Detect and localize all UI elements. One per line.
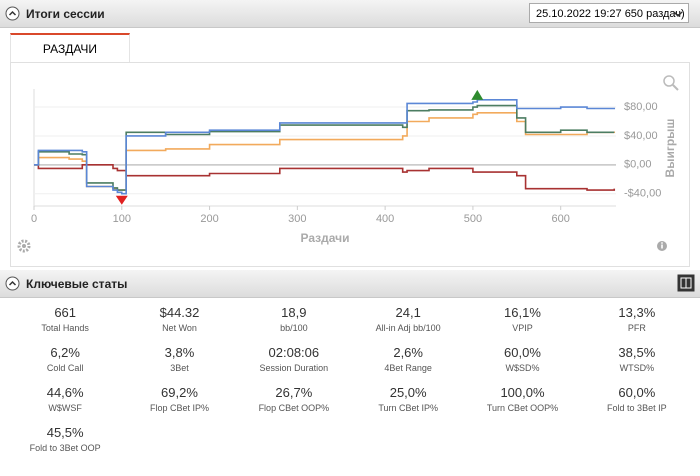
chart-panel: Раздачи Выигрыш -$40,00 $0,00 $40,00 $80,00… <box>10 62 690 267</box>
series-line <box>34 164 616 191</box>
stat-label: Session Duration <box>259 363 329 373</box>
stat-label: Turn CBet OOP% <box>486 403 559 413</box>
x-tick-label: 400 <box>376 213 394 225</box>
stat-value: 2,6% <box>393 345 423 360</box>
stat-label: VPIP <box>512 323 533 333</box>
session-header: Итоги сессии 25.10.2022 19:27 650 раздач… <box>0 0 700 28</box>
stat: 60,0% W$SD% <box>465 345 579 373</box>
stats-title: Ключевые статы <box>26 277 128 291</box>
stat: 18,9 bb/100 <box>237 305 351 333</box>
stat-value: 26,7% <box>275 385 313 400</box>
chart: Раздачи Выигрыш -$40,00 $0,00 $40,00 $80,00… <box>17 75 679 253</box>
series-line <box>34 99 616 195</box>
stat-value: 60,0% <box>618 385 656 400</box>
stat: 13,3% PFR <box>580 305 694 333</box>
stat: 16,1% VPIP <box>465 305 579 333</box>
x-tick-label: 0 <box>31 213 37 225</box>
stat-value: 60,0% <box>504 345 541 360</box>
stat: 45,5% Fold to 3Bet OOP <box>8 425 122 453</box>
x-tick-label: 300 <box>288 213 306 225</box>
stat-label: All-in Adj bb/100 <box>375 323 441 333</box>
stat: 661 Total Hands <box>8 305 122 333</box>
stat-value: 100,0% <box>500 385 545 400</box>
y-tick-label: $40,00 <box>624 130 658 142</box>
stat: 24,1 All-in Adj bb/100 <box>351 305 465 333</box>
stat-value: 13,3% <box>618 305 656 320</box>
settings-icon[interactable] <box>17 239 31 253</box>
x-axis-title: Раздачи <box>301 231 350 245</box>
stat: 6,2% Cold Call <box>8 345 122 373</box>
stat-label: Turn CBet IP% <box>378 403 438 413</box>
stat-value: 45,5% <box>46 425 84 440</box>
stat-label: Net Won <box>162 323 197 333</box>
zoom-icon[interactable] <box>663 75 679 91</box>
stat-value: 02:08:06 <box>268 345 320 360</box>
stat-value: 6,2% <box>50 345 80 360</box>
y-tick-label: $0,00 <box>624 159 652 171</box>
stat-label: 4Bet Range <box>384 363 432 373</box>
dropdown-arrow <box>673 11 683 17</box>
tab[interactable]: РАЗДАЧИ <box>10 33 130 62</box>
session-dropdown[interactable]: 25.10.2022 19:27 650 раздач) <box>529 3 689 23</box>
stat: 2,6% 4Bet Range <box>351 345 465 373</box>
session-label: 25.10.2022 19:27 650 раздач) <box>536 8 685 20</box>
stat-label: W$SD% <box>505 363 540 373</box>
stat: 69,2% Flop CBet IP% <box>122 385 236 413</box>
stat-value: 16,1% <box>504 305 541 320</box>
layout-icon[interactable] <box>677 274 695 292</box>
header-title: Итоги сессии <box>26 7 105 21</box>
stat-value: 25,0% <box>389 385 427 400</box>
stat-value: 3,8% <box>164 345 195 360</box>
stat-label: Fold to 3Bet IP <box>607 403 667 413</box>
stat-label: PFR <box>627 323 646 333</box>
stat: 25,0% Turn CBet IP% <box>351 385 465 413</box>
y-axis-title: Выигрыш <box>663 119 677 178</box>
stats-header: Ключевые статы <box>0 270 700 298</box>
x-tick-label: 500 <box>464 213 482 225</box>
stat: 38,5% WTSD% <box>580 345 694 373</box>
stat-value: 38,5% <box>618 345 656 360</box>
stat-label: Flop CBet IP% <box>149 403 209 413</box>
stat-label: Total Hands <box>41 323 89 333</box>
stat: 44,6% W$WSF <box>8 385 122 413</box>
max-marker <box>471 89 484 100</box>
stat: 60,0% Fold to 3Bet IP <box>580 385 694 413</box>
min-marker <box>115 195 128 205</box>
collapse-icon[interactable] <box>5 6 20 21</box>
stat-value: 24,1 <box>395 305 421 320</box>
stat-label: bb/100 <box>280 323 308 333</box>
x-tick-label: 100 <box>113 213 131 225</box>
stats-grid: 661 Total Hands $44.32 Net Won 18,9 bb/100 24,… <box>8 305 694 453</box>
stat-value: 69,2% <box>161 385 198 400</box>
x-tick-label: 200 <box>200 213 218 225</box>
stat-value: $44.32 <box>159 305 200 320</box>
stat-label: Fold to 3Bet OOP <box>29 443 101 453</box>
stat-label: Cold Call <box>46 363 84 373</box>
stat-label: 3Bet <box>170 363 189 373</box>
x-tick-label: 600 <box>552 213 570 225</box>
stat: 100,0% Turn CBet OOP% <box>465 385 579 413</box>
stat-label: WTSD% <box>619 363 655 373</box>
stat-value: 44,6% <box>46 385 84 400</box>
stat: 02:08:06 Session Duration <box>237 345 351 373</box>
series-line <box>34 104 615 191</box>
stat: 3,8% 3Bet <box>122 345 236 373</box>
stat-value: 18,9 <box>281 305 307 320</box>
stat: $44.32 Net Won <box>122 305 236 333</box>
collapse-icon[interactable] <box>5 276 20 291</box>
stat-value: 661 <box>54 305 77 320</box>
stat-label: W$WSF <box>48 403 82 413</box>
stat-label: Flop CBet OOP% <box>258 403 330 413</box>
info-icon[interactable] <box>657 241 667 251</box>
stat: 26,7% Flop CBet OOP% <box>237 385 351 413</box>
y-tick-label: -$40,00 <box>624 188 661 200</box>
y-tick-label: $80,00 <box>624 101 658 113</box>
